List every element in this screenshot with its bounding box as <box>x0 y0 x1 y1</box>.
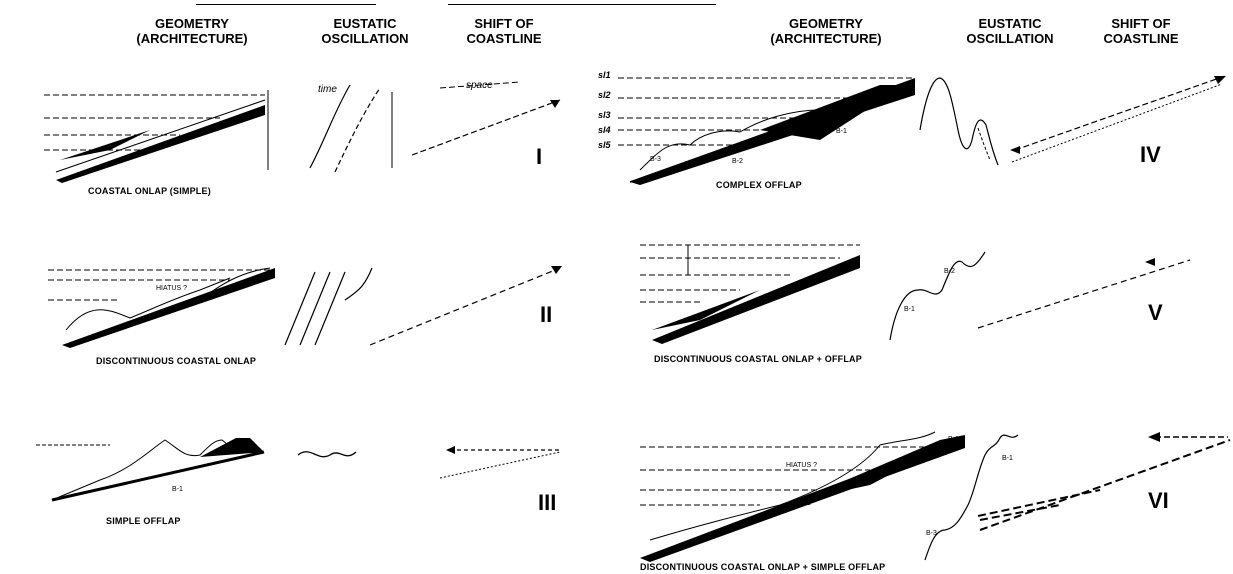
panel-v-shift <box>977 258 1191 329</box>
label-space: space <box>466 80 493 91</box>
panel-i-geometry <box>44 90 269 183</box>
header-eustatic-left: EUSTATIC OSCILLATION <box>321 16 409 46</box>
panel-vi-eustatic <box>924 434 1019 561</box>
panel-vi-geometry <box>640 431 965 562</box>
header-rule-right <box>448 4 716 5</box>
sea-level-label-2: sl2 <box>598 90 611 100</box>
panel-vi-numeral: VI <box>1148 488 1169 513</box>
panel-v-caption: DISCONTINUOUS COASTAL ONLAP + OFFLAP <box>654 354 862 364</box>
panel-iii-caption: SIMPLE OFFLAP <box>106 516 181 526</box>
hiatus-label-vi: HIATUS ? <box>786 462 817 469</box>
header-shift-left: SHIFT OF COASTLINE <box>466 16 542 46</box>
boundary-label-b1-v: B-1 <box>904 306 915 313</box>
panel-ii-numeral: II <box>540 302 553 327</box>
panel-v-geometry <box>640 244 860 344</box>
boundary-label-b3-vi: B-3 <box>926 530 937 537</box>
panel-iv-caption: COMPLEX OFFLAP <box>716 180 802 190</box>
header-rule-left <box>196 4 376 5</box>
panel-vi-caption: DISCONTINUOUS COASTAL ONLAP + SIMPLE OFF… <box>640 562 886 572</box>
panel-v-numeral: V <box>1148 300 1163 325</box>
panel-iv-numeral: IV <box>1140 142 1161 167</box>
sea-level-label-5: sl5 <box>598 140 611 150</box>
sea-level-label-1: sl1 <box>598 70 611 80</box>
panel-ii-geometry <box>48 267 275 348</box>
panel-iv-eustatic <box>919 77 999 166</box>
panel-ii-caption: DISCONTINUOUS COASTAL ONLAP <box>96 356 257 366</box>
panel-ii-shift <box>369 266 562 346</box>
panel-iii-shift <box>439 446 561 479</box>
header-shift-right: SHIFT OF COASTLINE <box>1103 16 1179 46</box>
panel-i-caption: COASTAL ONLAP (SIMPLE) <box>88 186 211 196</box>
boundary-label-b2-vi: B-2 <box>800 500 811 507</box>
boundary-label-b1-iii: B-1 <box>172 486 183 493</box>
panel-iii-geometry <box>36 438 265 502</box>
boundary-label-b3-iv: B-3 <box>650 156 661 163</box>
boundary-label-b1-vi: B-1 <box>948 436 959 443</box>
panel-iii-numeral: III <box>538 490 557 515</box>
sea-level-label-4: sl4 <box>598 125 611 135</box>
panel-iv-geometry <box>618 77 916 185</box>
panel-v-eustatic <box>889 251 986 341</box>
header-eustatic-right: EUSTATIC OSCILLATION <box>966 16 1054 46</box>
panel-iii-eustatic <box>297 451 357 458</box>
header-geometry-left: GEOMETRY (ARCHITECTURE) <box>136 16 248 46</box>
hiatus-label-ii: HIATUS ? <box>156 285 187 292</box>
boundary-label-b2-iv: B-2 <box>732 158 743 165</box>
boundary-label-b2-v: B-2 <box>944 268 955 275</box>
panel-iv-shift <box>1010 75 1226 163</box>
panel-i-numeral: I <box>536 144 543 169</box>
label-time: time <box>318 84 337 95</box>
panel-i-shift <box>391 81 561 168</box>
panel-ii-eustatic <box>284 267 373 346</box>
panel-i-eustatic <box>309 84 381 173</box>
sea-level-label-3: sl3 <box>598 110 611 120</box>
boundary-label-b1-iv: B-1 <box>836 128 847 135</box>
panel-vi-shift <box>977 432 1231 531</box>
boundary-label-b1-vi-eustatic: B-1 <box>1002 455 1013 462</box>
header-geometry-right: GEOMETRY (ARCHITECTURE) <box>770 16 882 46</box>
